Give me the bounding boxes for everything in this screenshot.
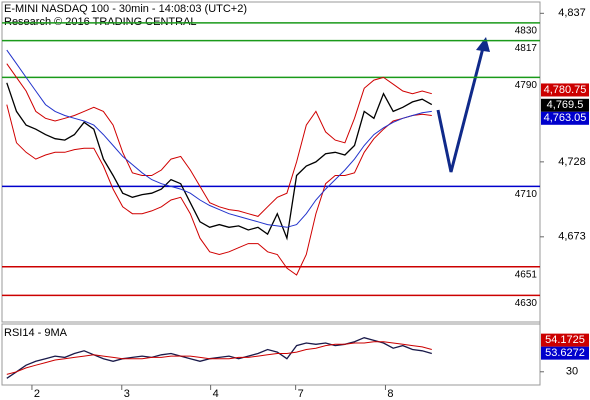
series-line — [6, 104, 432, 276]
level-label: 4630 — [515, 298, 538, 309]
chart-subtitle: Research © 2016 TRADING CENTRAL — [4, 16, 197, 28]
price-tag — [541, 83, 589, 97]
level-label: 4830 — [515, 25, 538, 36]
price-tag-label: 54.1725 — [545, 334, 585, 346]
x-tick-label: 8 — [387, 388, 393, 400]
series-line — [6, 82, 433, 241]
level-label: 4710 — [515, 189, 538, 200]
y-tick-label: 4,837 — [558, 7, 586, 19]
series-line — [6, 49, 432, 228]
x-tick-label: 4 — [213, 388, 219, 400]
price-tag — [541, 346, 589, 360]
series-line — [6, 341, 432, 375]
chart-title: E-MINI NASDAQ 100 - 30min - 14:08:03 (UT… — [4, 3, 247, 15]
level-label: 4790 — [515, 80, 538, 91]
series-line — [6, 63, 432, 217]
y-tick-label: 4,728 — [558, 156, 586, 168]
x-tick-label: 3 — [124, 388, 130, 400]
x-tick-label: 7 — [298, 388, 304, 400]
series-line — [6, 337, 432, 379]
rsi-title: RSI14 - 9MA — [4, 327, 68, 339]
y-tick-label: 30 — [566, 366, 578, 378]
price-tag — [541, 98, 589, 112]
price-tag-label: 4,780.75 — [544, 84, 587, 96]
price-tag — [541, 111, 589, 125]
level-label: 4651 — [515, 269, 538, 280]
price-tag-label: 53.6272 — [545, 347, 585, 359]
price-panel — [1, 1, 541, 323]
price-tag-label: 4,769.5 — [547, 99, 584, 111]
x-tick-label: 2 — [34, 388, 40, 400]
y-tick-label: 4,673 — [558, 231, 586, 243]
projection-arrow — [436, 37, 490, 173]
price-tag-label: 4,763.05 — [544, 112, 587, 124]
price-tag — [541, 333, 589, 347]
level-label: 4817 — [515, 43, 538, 54]
